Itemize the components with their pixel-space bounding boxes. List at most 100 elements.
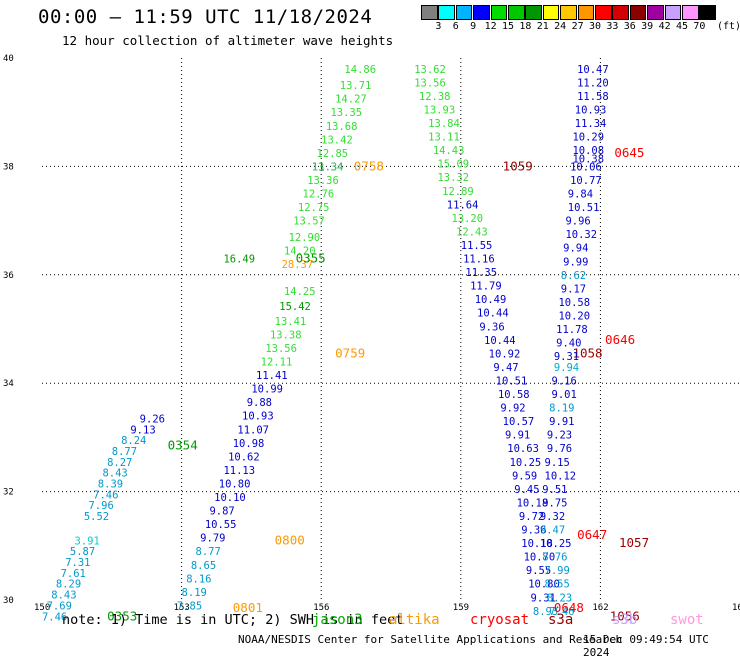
wave-height-label: 9.47 [493,362,518,374]
wave-height-label: 10.44 [484,335,516,347]
wave-height-label: 12.38 [419,91,451,103]
wave-height-label: 9.55 [526,565,551,577]
wave-height-label: 10.12 [545,470,577,482]
legend-swatch [542,5,560,20]
pass-time-label: 0646 [605,332,635,347]
wave-height-label: 11.07 [237,424,269,436]
legend-label: 9 [470,21,477,32]
wave-height-label: 12.75 [298,202,330,214]
y-tick-label: 32 [3,488,14,498]
pass-time-label: 0648 [554,600,584,615]
legend-label: 18 [519,21,532,32]
mission-label: swot [670,612,704,628]
wave-height-label: 13.56 [265,343,297,355]
wave-height-label: 7.96 [88,500,113,512]
wave-height-label: 10.08 [572,145,604,157]
wave-height-label: 9.94 [554,362,579,374]
wave-height-label: 13.42 [321,134,353,146]
legend-label: 36 [623,21,636,32]
wave-height-label: 8.29 [56,579,81,591]
wave-height-label: 9.32 [540,511,565,523]
pass-time-label: 0647 [577,527,607,542]
wave-height-label: 11.79 [470,281,502,293]
pass-time-label: 0800 [275,532,305,547]
wave-height-label: 9.94 [563,243,588,255]
legend-swatch [525,5,542,20]
wave-height-label: 10.80 [219,478,251,490]
wave-height-label: 8.23 [547,592,572,604]
wave-height-label: 12.11 [261,357,293,369]
wave-height-label: 12.89 [442,186,474,198]
wave-height-label: 13.20 [451,213,483,225]
wave-height-label: 9.96 [565,216,590,228]
chart-subtitle: 12 hour collection of altimeter wave hei… [62,33,394,48]
wave-height-label: 9.31 [554,351,579,363]
wave-height-label: 10.47 [577,64,609,76]
pass-time-label: 0355 [296,251,326,266]
wave-height-label: 14.20 [284,245,316,257]
wave-height-label: 14.27 [335,94,367,106]
legend-label: 15 [501,21,515,32]
pass-time-label: 0645 [614,145,644,160]
legend-swatch [490,5,508,20]
wave-height-label: 10.63 [507,443,539,455]
wave-height-label: 10.25 [510,457,542,469]
wave-height-label: 8.24 [121,435,146,447]
wave-height-label: 13.68 [326,121,358,133]
wave-height-label: 8.55 [545,579,570,591]
wave-height-label: 15.42 [279,301,311,313]
wave-height-label: 16.49 [223,254,255,266]
legend-swatch [664,5,682,20]
wave-height-label: 9.59 [512,470,537,482]
wave-height-label: 14.25 [284,286,316,298]
wave-height-label: 9.99 [563,256,588,268]
pass-time-label: 0758 [354,158,384,173]
legend-swatch [577,5,595,20]
legend-swatch [612,5,629,20]
legend-swatch [682,5,699,20]
wave-height-label: 7.46 [42,611,67,623]
wave-height-label: 9.76 [547,443,572,455]
wave-height-label: 10.06 [570,161,602,173]
wave-height-label: 9.01 [552,389,577,401]
legend-swatch [560,5,577,20]
legend-swatch [647,5,664,20]
wave-height-label: 14.86 [344,64,376,76]
wave-height-label: 15.09 [437,159,469,171]
legend-swatch [595,5,612,20]
wave-height-label: 12.43 [456,226,488,238]
wave-height-label: 8.43 [102,468,127,480]
wave-height-label: 11.58 [577,91,609,103]
pass-time-label: 1057 [619,535,649,550]
legend-swatch [508,5,525,20]
wave-height-label: 8.77 [112,446,137,458]
legend-swatch [629,5,647,20]
wave-height-label: 10.18 [521,538,553,550]
y-tick-label: 38 [3,162,14,172]
wave-height-label: 11.16 [463,254,495,266]
wave-height-label: 13.57 [293,216,325,228]
legend-label: 45 [675,21,689,32]
wave-height-label: 14.43 [433,145,465,157]
pass-time-label: 0759 [335,345,365,360]
legend-label: 33 [606,21,619,32]
wave-height-label: 9.92 [500,403,525,415]
wave-height-label: 11.34 [312,161,344,173]
wave-height-label: 10.58 [558,297,590,309]
y-tick-label: 30 [3,596,14,606]
wave-height-label: 9.23 [547,430,572,442]
mission-label: jason3 [312,612,363,628]
footer-note: note: 1) Time is in UTC; 2) SWH is in fe… [62,612,404,628]
wave-height-label: 13.84 [428,118,460,130]
wave-height-label: 9.36 [479,321,504,333]
wave-height-label: 10.44 [477,308,509,320]
wave-height-label: 10.29 [572,132,604,144]
wave-height-label: 10.51 [568,202,600,214]
wave-height-label: 13.32 [437,172,469,184]
pass-time-label: 1059 [503,158,533,173]
legend-label: 39 [641,21,654,32]
legend-swatch [473,5,490,20]
wave-height-label: 9.40 [556,338,581,350]
wave-height-label: 9.87 [209,506,234,518]
